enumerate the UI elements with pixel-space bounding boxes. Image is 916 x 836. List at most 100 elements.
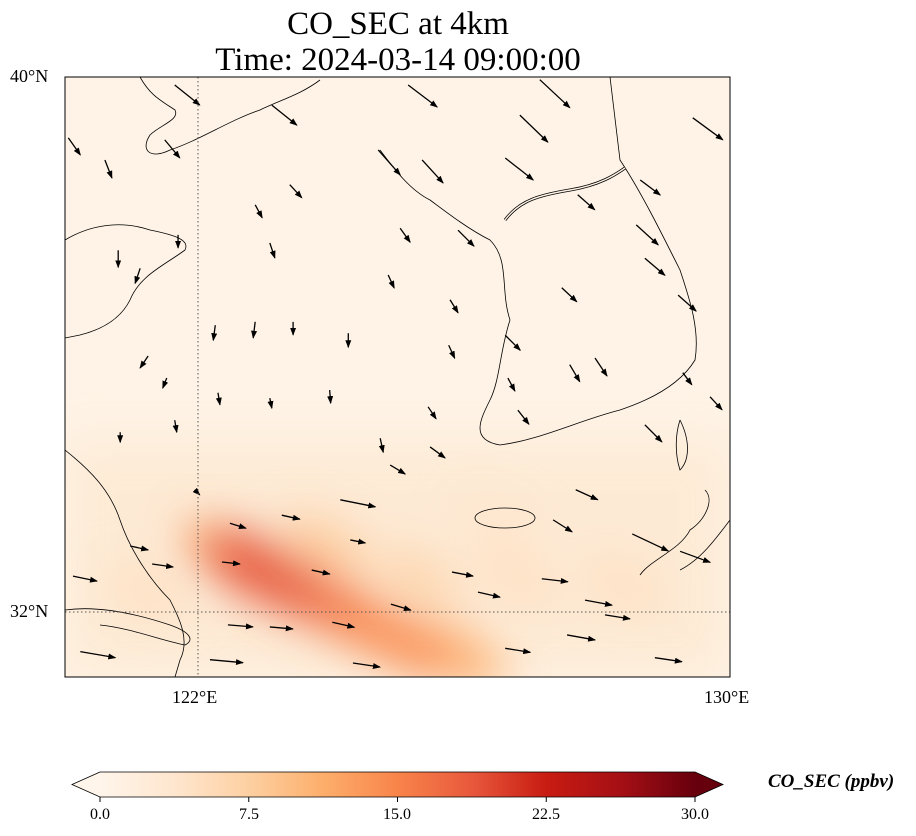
- wind-arrow: [289, 184, 303, 199]
- lon-tick-122e: 122°E: [172, 687, 218, 707]
- wind-arrow: [311, 569, 331, 576]
- wind-arrow: [575, 489, 599, 501]
- wind-arrow: [72, 575, 98, 583]
- wind-arrow: [604, 614, 631, 621]
- co-field-blob: [281, 516, 367, 575]
- wind-arrow: [174, 84, 201, 106]
- coastline-yangtze: [65, 608, 191, 646]
- wind-arrow: [407, 84, 438, 108]
- wind-arrow: [152, 563, 175, 570]
- wind-arrow: [80, 651, 117, 660]
- wind-arrow: [644, 257, 666, 276]
- coastline-jiangsu: [65, 449, 185, 677]
- wind-arrow: [566, 634, 597, 642]
- wind-arrow: [457, 229, 475, 247]
- map-frame: [64, 76, 731, 678]
- wind-arrow: [332, 621, 356, 629]
- wind-arrow: [352, 662, 381, 669]
- colorbar-tick-label: 15.0: [383, 806, 411, 823]
- wind-arrow: [639, 179, 662, 196]
- co-field-blob: [478, 552, 556, 605]
- colorbar-tick-label: 22.5: [532, 806, 560, 823]
- wind-arrow: [271, 104, 298, 126]
- coastline-jeju: [474, 507, 536, 529]
- wind-arrow: [378, 438, 385, 454]
- wind-arrow: [709, 396, 723, 411]
- wind-arrow: [67, 137, 81, 156]
- wind-arrow: [448, 344, 456, 360]
- wind-arrow: [130, 545, 150, 552]
- colorbar-label: CO_SEC (ppbv): [768, 771, 895, 792]
- wind-arrow: [172, 420, 179, 434]
- wind-arrow: [192, 487, 201, 496]
- wind-arrow: [209, 659, 244, 666]
- wind-arrow: [221, 560, 241, 567]
- wind-arrow: [389, 464, 407, 475]
- co-field-blob: [376, 550, 459, 607]
- wind-arrow: [584, 599, 614, 607]
- plot-title-line1: CO_SEC at 4km: [287, 6, 509, 42]
- wind-arrow: [517, 409, 530, 425]
- wind-arrow: [229, 522, 247, 529]
- wind-arrow: [505, 647, 532, 655]
- wind-arrow: [451, 571, 475, 578]
- wind-arrow: [519, 114, 549, 143]
- coastline-tsushima: [675, 419, 688, 471]
- lat-tick-40n: 40°N: [10, 66, 49, 86]
- wind-arrow: [692, 117, 724, 141]
- wind-arrow: [561, 287, 578, 303]
- co-field-blob: [106, 566, 184, 619]
- wind-arrow: [227, 623, 254, 630]
- wind-arrow: [477, 591, 501, 599]
- wind-arrow: [267, 397, 274, 410]
- wind-arrow: [164, 139, 181, 159]
- lon-tick-130e: 130°E: [704, 687, 750, 707]
- wind-arrow: [449, 299, 459, 314]
- wind-arrow: [421, 159, 444, 184]
- coastline-kyushu: [639, 489, 730, 576]
- colorbar-tick-label: 7.5: [239, 806, 259, 823]
- colorbar: [71, 771, 724, 802]
- dmz-line-inner: [504, 167, 626, 221]
- wind-arrow: [682, 372, 693, 386]
- wind-arrow: [539, 79, 571, 109]
- colorbar-extend-min: [72, 772, 100, 797]
- wind-arrow: [390, 603, 412, 612]
- wind-arrow: [569, 364, 581, 383]
- wind-arrow: [541, 577, 569, 584]
- plot-title-line2: Time: 2024-03-14 09:00:00: [215, 42, 581, 78]
- wind-arrow: [350, 538, 367, 545]
- wind-arrow: [677, 294, 697, 312]
- coastlines: [65, 77, 730, 677]
- co-field-blob: [460, 500, 535, 551]
- wind-arrow: [644, 424, 663, 443]
- wind-arrow: [251, 321, 258, 339]
- coastline-liaoning: [139, 77, 321, 155]
- wind-arrow: [254, 204, 263, 219]
- wind-arrow: [631, 533, 670, 552]
- wind-arrow: [594, 357, 608, 377]
- wind-arrow: [104, 159, 113, 179]
- colorbar-gradient: [100, 772, 695, 797]
- wind-arrow: [134, 268, 141, 285]
- wind-arrow: [507, 377, 516, 392]
- wind-arrow: [215, 392, 222, 406]
- wind-arrow: [281, 514, 301, 521]
- wind-arrow: [387, 274, 395, 289]
- colorbar-extend-max: [695, 772, 723, 797]
- wind-arrow: [552, 519, 573, 533]
- wind-arrow: [577, 194, 596, 211]
- coastline-shandong: [65, 224, 187, 339]
- wind-arrow: [504, 157, 535, 181]
- wind-arrow: [679, 550, 712, 563]
- wind-arrow: [427, 406, 437, 420]
- wind-arrow: [429, 446, 446, 459]
- wind-vectors: [67, 79, 724, 669]
- colorbar-tick-label: 30.0: [681, 806, 709, 823]
- wind-arrow: [399, 227, 411, 244]
- co-field: [106, 500, 663, 677]
- wind-arrow: [269, 242, 276, 259]
- wind-arrow: [635, 224, 659, 246]
- colorbar-tick-label: 0.0: [90, 806, 110, 823]
